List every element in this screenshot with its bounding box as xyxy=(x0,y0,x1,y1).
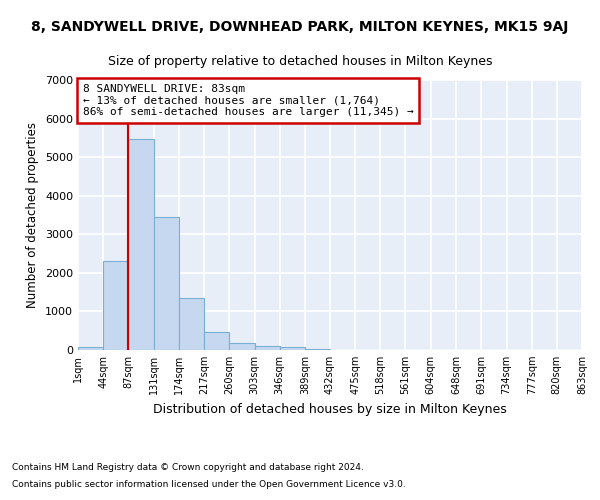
Bar xyxy=(254,346,280,350)
Bar xyxy=(179,298,204,350)
Text: Size of property relative to detached houses in Milton Keynes: Size of property relative to detached ho… xyxy=(108,55,492,68)
Bar xyxy=(280,347,305,350)
Bar xyxy=(229,344,254,350)
Text: 8, SANDYWELL DRIVE, DOWNHEAD PARK, MILTON KEYNES, MK15 9AJ: 8, SANDYWELL DRIVE, DOWNHEAD PARK, MILTO… xyxy=(31,20,569,34)
Y-axis label: Number of detached properties: Number of detached properties xyxy=(26,122,40,308)
X-axis label: Distribution of detached houses by size in Milton Keynes: Distribution of detached houses by size … xyxy=(153,402,507,415)
Text: Contains HM Land Registry data © Crown copyright and database right 2024.: Contains HM Land Registry data © Crown c… xyxy=(12,464,364,472)
Text: Contains public sector information licensed under the Open Government Licence v3: Contains public sector information licen… xyxy=(12,480,406,489)
Bar xyxy=(204,332,229,350)
Bar xyxy=(103,262,128,350)
Text: 8 SANDYWELL DRIVE: 83sqm
← 13% of detached houses are smaller (1,764)
86% of sem: 8 SANDYWELL DRIVE: 83sqm ← 13% of detach… xyxy=(83,84,414,117)
Bar xyxy=(154,217,179,350)
Bar xyxy=(128,138,154,350)
Bar xyxy=(78,346,103,350)
